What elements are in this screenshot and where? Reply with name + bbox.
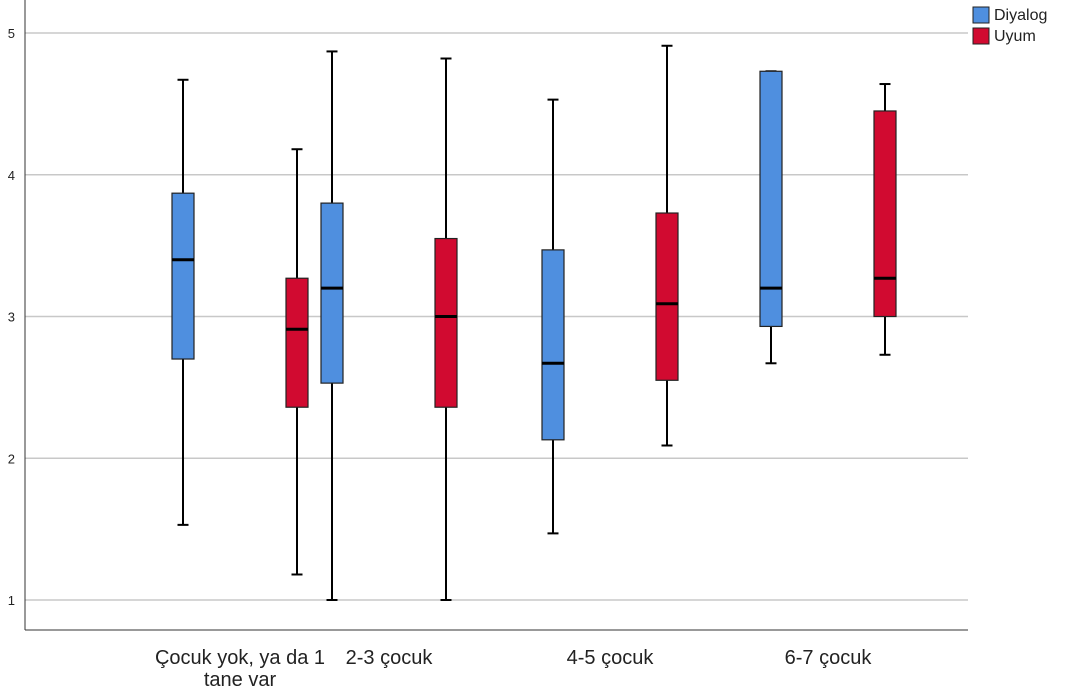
legend-swatch-uyum <box>972 27 990 45</box>
legend-label-uyum: Uyum <box>994 28 1036 45</box>
box-diyalog <box>320 50 344 601</box>
legend: Diyalog Uyum <box>972 6 1047 45</box>
box-uyum <box>434 57 458 601</box>
y-tick-label: 1 <box>8 593 15 608</box>
y-tick-label: 3 <box>8 310 15 325</box>
y-axis: 1 2 3 4 5 <box>8 0 26 630</box>
y-tick-label: 5 <box>8 26 15 41</box>
box-iqr <box>655 212 679 381</box>
box-iqr <box>759 70 783 328</box>
box-iqr <box>285 277 309 408</box>
box-iqr <box>320 202 344 384</box>
x-tick-label: 4-5 çocuk <box>567 647 655 669</box>
x-tick-label: Çocuk yok, ya da 1 <box>155 647 325 669</box>
box-iqr <box>541 249 565 441</box>
box-diyalog <box>759 70 783 365</box>
box-iqr <box>171 192 195 360</box>
x-tick-label: 2-3 çocuk <box>346 647 434 669</box>
y-tick-label: 2 <box>8 451 15 466</box>
x-tick-label: 6-7 çocuk <box>785 647 873 669</box>
box-diyalog <box>541 98 565 535</box>
box-uyum <box>285 148 309 576</box>
boxes <box>171 44 897 601</box>
x-tick-label: tane var <box>204 669 277 691</box>
legend-swatch-diyalog <box>972 6 990 24</box>
box-uyum <box>873 83 897 356</box>
box-iqr <box>873 110 897 318</box>
box-iqr <box>434 237 458 408</box>
box-diyalog <box>171 78 195 526</box>
gridlines <box>25 32 968 601</box>
box-uyum <box>655 44 679 447</box>
y-tick-label: 4 <box>8 168 15 183</box>
legend-label-diyalog: Diyalog <box>994 7 1047 24</box>
